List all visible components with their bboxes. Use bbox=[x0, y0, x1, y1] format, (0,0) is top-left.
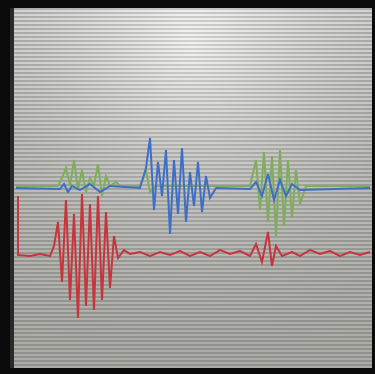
left-edge bbox=[10, 8, 14, 368]
screen-photo bbox=[0, 0, 375, 374]
page bbox=[0, 0, 375, 374]
